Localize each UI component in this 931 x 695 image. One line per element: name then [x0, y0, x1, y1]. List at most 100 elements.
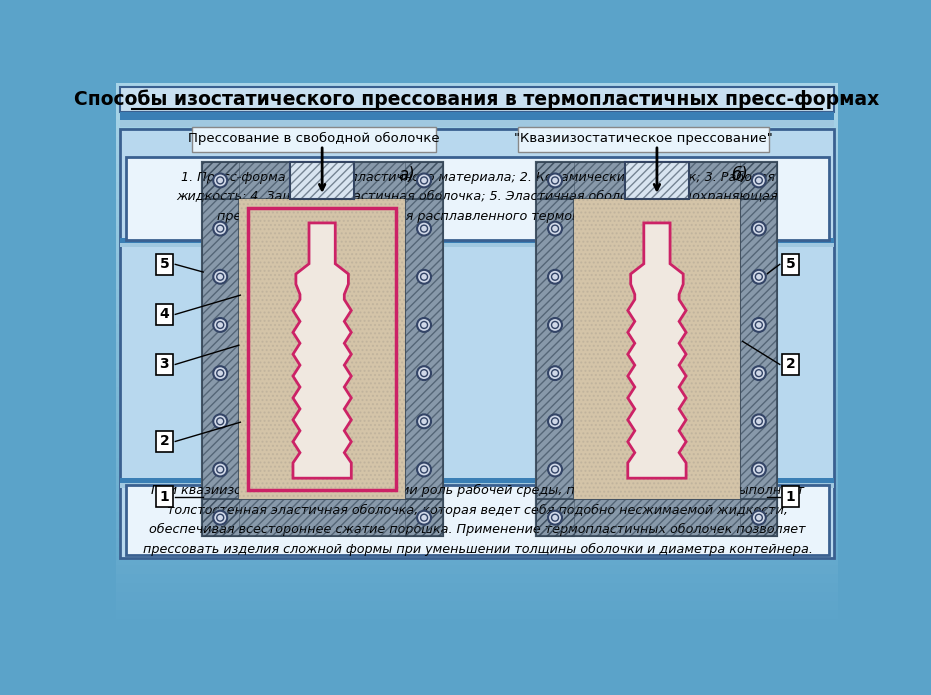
Circle shape — [213, 222, 227, 236]
Bar — [116, 600, 838, 610]
Circle shape — [752, 463, 766, 477]
Bar — [116, 449, 838, 458]
Bar — [290, 162, 354, 199]
Text: 2: 2 — [159, 434, 169, 448]
Bar — [116, 244, 838, 253]
Bar — [202, 162, 442, 199]
Bar — [116, 458, 838, 467]
Bar — [120, 120, 834, 127]
Bar — [116, 235, 838, 244]
Circle shape — [213, 318, 227, 332]
Bar — [116, 101, 838, 110]
Bar — [116, 297, 838, 306]
Circle shape — [417, 366, 431, 380]
Bar — [536, 499, 777, 536]
Circle shape — [417, 222, 431, 236]
Bar — [116, 253, 838, 262]
Bar — [536, 499, 777, 536]
Bar — [573, 199, 740, 499]
Circle shape — [548, 463, 562, 477]
Polygon shape — [293, 223, 351, 478]
Circle shape — [417, 270, 431, 284]
Bar — [116, 404, 838, 414]
Bar — [740, 162, 777, 536]
Bar — [536, 162, 777, 199]
Circle shape — [752, 270, 766, 284]
FancyBboxPatch shape — [193, 127, 436, 152]
Bar — [116, 119, 838, 128]
FancyBboxPatch shape — [120, 88, 834, 112]
Bar — [202, 162, 442, 199]
Bar — [120, 483, 834, 488]
Bar — [116, 271, 838, 279]
Bar — [116, 217, 838, 226]
FancyBboxPatch shape — [120, 129, 834, 559]
Bar — [116, 547, 838, 556]
Bar — [239, 199, 405, 499]
Bar — [116, 521, 838, 530]
Circle shape — [213, 270, 227, 284]
Bar — [116, 110, 838, 119]
Bar — [116, 342, 838, 351]
Text: Способы изостатического прессования в термопластичных пресс-формах: Способы изостатического прессования в те… — [74, 90, 880, 109]
Circle shape — [417, 511, 431, 525]
Bar — [249, 208, 397, 490]
Bar — [626, 162, 689, 199]
Bar — [116, 83, 838, 92]
Circle shape — [752, 174, 766, 188]
Bar — [116, 485, 838, 493]
Bar — [202, 162, 239, 536]
Bar — [116, 137, 838, 146]
Circle shape — [548, 222, 562, 236]
Bar — [116, 199, 838, 208]
Bar — [120, 238, 834, 243]
Circle shape — [548, 366, 562, 380]
Bar — [116, 556, 838, 565]
Text: 1. Пресс-форма из термопластичного материала; 2. Керамический порошок; 3. Рабоча: 1. Пресс-форма из термопластичного матер… — [177, 170, 778, 222]
Bar — [116, 414, 838, 423]
Bar — [626, 162, 689, 199]
Bar — [116, 333, 838, 342]
Bar — [116, 493, 838, 502]
Circle shape — [548, 318, 562, 332]
Text: а): а) — [398, 166, 414, 183]
Bar — [536, 162, 573, 536]
Bar — [239, 199, 405, 499]
Circle shape — [752, 222, 766, 236]
Bar — [116, 502, 838, 512]
Bar — [116, 155, 838, 163]
Bar — [120, 243, 834, 247]
Circle shape — [548, 414, 562, 428]
FancyBboxPatch shape — [126, 156, 829, 240]
Polygon shape — [627, 223, 686, 478]
Circle shape — [417, 463, 431, 477]
Bar — [116, 279, 838, 288]
Bar — [573, 199, 740, 499]
Bar — [116, 512, 838, 521]
Bar — [116, 146, 838, 155]
Bar — [116, 226, 838, 235]
Bar — [116, 530, 838, 538]
Bar — [116, 208, 838, 217]
FancyBboxPatch shape — [518, 127, 769, 152]
Circle shape — [752, 511, 766, 525]
Bar — [116, 360, 838, 369]
Circle shape — [213, 414, 227, 428]
Bar — [116, 190, 838, 199]
Text: 1: 1 — [159, 490, 169, 504]
Bar — [120, 112, 834, 120]
Circle shape — [417, 318, 431, 332]
Bar — [116, 306, 838, 316]
Bar — [405, 162, 442, 536]
Bar — [116, 172, 838, 181]
Bar — [405, 162, 442, 536]
Bar — [116, 583, 838, 592]
Bar — [116, 288, 838, 297]
Circle shape — [213, 174, 227, 188]
Bar — [202, 499, 442, 536]
Bar — [202, 162, 239, 536]
Text: 1: 1 — [786, 490, 795, 504]
Bar — [202, 499, 442, 536]
Bar — [116, 440, 838, 449]
FancyBboxPatch shape — [126, 484, 829, 555]
